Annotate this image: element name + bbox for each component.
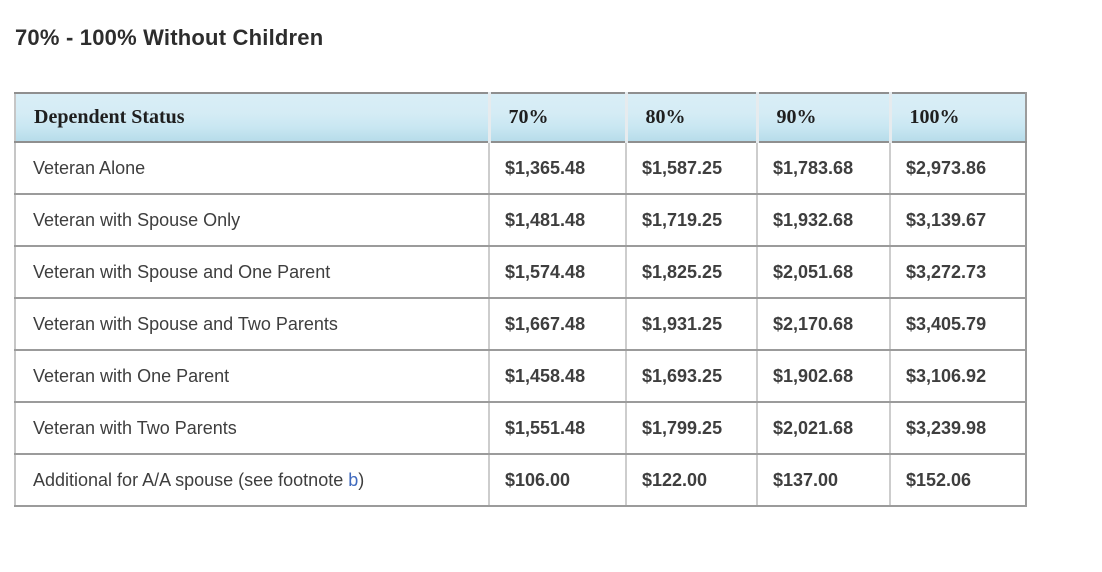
- dependent-status-cell: Veteran with Spouse and Two Parents: [15, 298, 489, 351]
- column-header-80: 80%: [624, 93, 757, 143]
- rate-value-cell: $122.00: [625, 454, 757, 507]
- rate-value-cell: $2,973.86: [889, 142, 1026, 195]
- dependent-status-cell: Veteran with Two Parents: [15, 402, 489, 455]
- rate-value-cell: $2,021.68: [756, 402, 890, 455]
- rate-value-cell: $3,405.79: [889, 298, 1026, 351]
- dependent-status-cell: Veteran with One Parent: [15, 350, 489, 403]
- column-header-90: 90%: [755, 93, 890, 143]
- rate-value-cell: $137.00: [756, 454, 890, 507]
- dependent-status-cell: Veteran with Spouse Only: [15, 194, 489, 247]
- rate-value-cell: $3,139.67: [889, 194, 1026, 247]
- rate-value-cell: $1,365.48: [488, 142, 626, 195]
- dependent-status-cell: Additional for A/A spouse (see footnote …: [15, 454, 489, 507]
- rate-value-cell: $2,170.68: [756, 298, 890, 351]
- rate-value-cell: $3,239.98: [889, 402, 1026, 455]
- rate-value-cell: $1,783.68: [756, 142, 890, 195]
- table-row: Veteran with Two Parents $1,551.48 $1,799.…: [15, 402, 1026, 455]
- table-row: Veteran with Spouse and Two Parents $1,66…: [15, 298, 1026, 351]
- rate-value-cell: $1,932.68: [756, 194, 890, 247]
- table-row: Veteran with One Parent $1,458.48 $1,693.2…: [15, 350, 1026, 403]
- rate-value-cell: $1,481.48: [488, 194, 626, 247]
- table-row: Veteran with Spouse Only $1,481.48 $1,719.…: [15, 194, 1026, 247]
- rate-value-cell: $1,667.48: [488, 298, 626, 351]
- dependent-status-cell: Veteran with Spouse and One Parent: [15, 246, 489, 299]
- rate-value-cell: $1,551.48: [488, 402, 626, 455]
- rate-value-cell: $1,799.25: [625, 402, 757, 455]
- column-header-100: 100%: [888, 93, 1026, 143]
- compensation-rates-table: Dependent Status 70% 80% 90% 100% Vetera…: [14, 92, 1027, 507]
- table-header-row: Dependent Status 70% 80% 90% 100%: [15, 93, 1026, 143]
- rate-value-cell: $1,719.25: [625, 194, 757, 247]
- footnote-b-link[interactable]: b: [348, 469, 359, 490]
- rate-value-cell: $2,051.68: [756, 246, 890, 299]
- rate-value-cell: $1,458.48: [488, 350, 626, 403]
- rate-value-cell: $1,587.25: [625, 142, 757, 195]
- column-header-70: 70%: [487, 93, 626, 143]
- page-title: 70% - 100% Without Children: [15, 25, 324, 50]
- rate-value-cell: $1,574.48: [488, 246, 626, 299]
- rate-value-cell: $3,272.73: [889, 246, 1026, 299]
- rate-value-cell: $1,931.25: [625, 298, 757, 351]
- column-header-dependent-status: Dependent Status: [15, 93, 489, 143]
- rate-value-cell: $1,902.68: [756, 350, 890, 403]
- table-row: Veteran Alone $1,365.48 $1,587.25 $1,783.68…: [15, 142, 1026, 195]
- rate-value-cell: $1,825.25: [625, 246, 757, 299]
- rate-value-cell: $3,106.92: [889, 350, 1026, 403]
- dependent-status-cell: Veteran Alone: [15, 142, 489, 195]
- table-row: Veteran with Spouse and One Parent $1,574…: [15, 246, 1026, 299]
- rate-value-cell: $1,693.25: [625, 350, 757, 403]
- rate-value-cell: $106.00: [488, 454, 626, 507]
- table-row: Additional for A/A spouse (see footnote …: [15, 454, 1026, 507]
- rate-value-cell: $152.06: [889, 454, 1026, 507]
